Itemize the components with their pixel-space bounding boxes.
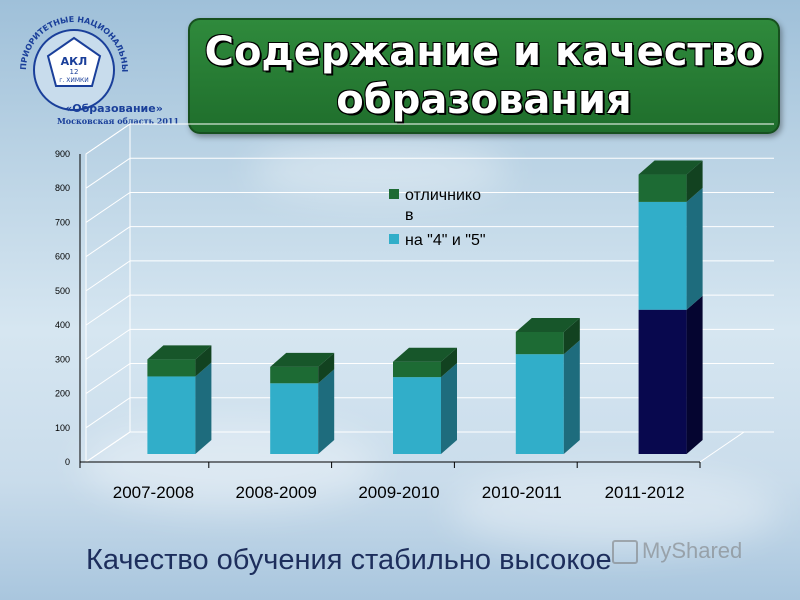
bar-segment-dark bbox=[638, 309, 687, 454]
slide-caption: Качество обучения стабильно высокое bbox=[86, 544, 612, 576]
gridline bbox=[85, 123, 774, 155]
logo-school: АКЛ bbox=[61, 55, 88, 68]
bar-segment-base-side bbox=[441, 363, 457, 454]
bar-segment-top bbox=[393, 361, 441, 378]
bar-segment-top-side bbox=[563, 317, 580, 355]
bar-segment-base bbox=[147, 376, 196, 454]
watermark-text: MyShared bbox=[642, 538, 743, 563]
bar-segment-top-side bbox=[686, 160, 703, 202]
legend-label-top-cont: в bbox=[405, 207, 414, 224]
gridline bbox=[85, 157, 774, 189]
legend-label-base: на "4" и "5" bbox=[405, 232, 486, 249]
y-tick-label: 700 bbox=[55, 217, 70, 227]
bar-segment-top bbox=[147, 359, 196, 377]
bar-segment-base-side bbox=[686, 187, 703, 310]
y-tick-label: 200 bbox=[55, 389, 70, 399]
watermark: MyShared bbox=[612, 538, 743, 565]
logo-city: г. ХИМКИ bbox=[59, 77, 89, 84]
bar-segment-top-side bbox=[441, 347, 457, 378]
watermark-icon bbox=[612, 540, 638, 565]
y-tick-label: 300 bbox=[55, 354, 70, 364]
y-tick-label: 100 bbox=[55, 423, 70, 433]
bar-segment-base bbox=[638, 201, 687, 310]
logo-number: 12 bbox=[70, 68, 79, 76]
legend-swatch-base bbox=[389, 234, 399, 244]
legend-label-top: отличнико bbox=[405, 187, 481, 204]
bar-segment-top-side bbox=[318, 352, 335, 384]
gridline bbox=[85, 191, 774, 223]
bar-segment-base-side bbox=[195, 362, 212, 454]
bar-top-cap bbox=[147, 345, 212, 360]
y-tick-label: 900 bbox=[55, 149, 70, 159]
bar-segment-base bbox=[270, 383, 319, 454]
x-tick-label: 2010-2011 bbox=[482, 483, 562, 502]
school-logo: ПРИОРИТЕТНЫЕ НАЦИОНАЛЬНЫЕ ПРОЕКТЫ АКЛ 12… bbox=[14, 8, 179, 126]
title-banner: Содержание и качество образования bbox=[188, 18, 780, 134]
y-tick-label: 400 bbox=[55, 320, 70, 330]
bar-top-cap bbox=[638, 160, 703, 175]
slide-title: Содержание и качество образования bbox=[204, 29, 764, 123]
bar-segment-dark-side bbox=[686, 295, 703, 454]
bar-segment-top bbox=[270, 366, 319, 384]
bar-segment-base-side bbox=[318, 369, 335, 454]
bar-top-cap bbox=[393, 347, 457, 362]
logo-region: Московская область 2011 bbox=[57, 116, 179, 126]
bar-top-cap bbox=[270, 352, 335, 367]
gridline bbox=[85, 260, 774, 292]
y-tick-label: 0 bbox=[65, 457, 70, 467]
legend-swatch-top bbox=[389, 189, 399, 199]
bar-segment-base bbox=[393, 377, 441, 454]
x-tick-label: 2009-2010 bbox=[358, 483, 439, 502]
gridline bbox=[85, 294, 774, 326]
bar-segment-top-side bbox=[195, 345, 212, 377]
logo-program: «Образование» bbox=[65, 102, 163, 115]
x-tick-label: 2007-2008 bbox=[113, 483, 194, 502]
gridline bbox=[85, 226, 774, 258]
x-tick-label: 2011-2012 bbox=[605, 483, 685, 502]
y-tick-label: 800 bbox=[55, 183, 70, 193]
y-tick-label: 500 bbox=[55, 286, 70, 296]
x-tick-label: 2008-2009 bbox=[236, 483, 317, 502]
bar-segment-base-side bbox=[563, 340, 580, 454]
bar-top-cap bbox=[515, 317, 580, 332]
bar-segment-top bbox=[515, 331, 564, 355]
bar-segment-top bbox=[638, 174, 687, 202]
chart-side-wall bbox=[85, 123, 131, 463]
y-tick-label: 600 bbox=[55, 252, 70, 262]
bar-segment-base bbox=[515, 354, 564, 454]
